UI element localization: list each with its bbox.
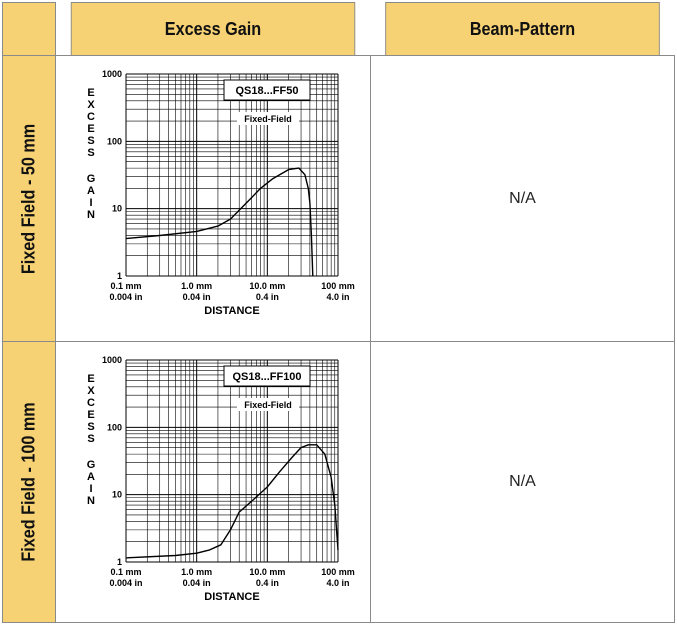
x-tick-label-in: 0.4 in	[256, 578, 279, 588]
x-tick-label-in: 0.4 in	[256, 292, 279, 302]
row-label-cell-50mm: Fixed Field - 50 mm	[2, 55, 56, 342]
x-tick-label-mm: 100 mm	[321, 281, 355, 291]
y-axis-label-letter: S	[87, 433, 94, 445]
x-tick-label-mm: 10.0 mm	[249, 281, 285, 291]
beam-pattern-cell-1: N/A	[370, 55, 675, 342]
y-axis-label-letter: C	[87, 397, 95, 409]
x-tick-label-mm: 100 mm	[321, 567, 355, 577]
y-axis-label-letter: S	[87, 147, 94, 159]
x-tick-label-mm: 0.1 mm	[110, 567, 141, 577]
y-axis-label-letter: E	[87, 409, 94, 421]
excess-gain-curve	[125, 444, 339, 559]
y-tick-label: 1	[117, 271, 122, 281]
x-tick-label-in: 4.0 in	[326, 292, 349, 302]
corner-cell	[2, 2, 56, 56]
legend-mode-label: Fixed-Field	[244, 114, 292, 124]
excess-gain-chart-cell-1: 1 10 100 1000 0.1 mm 1.0 mm 10.0 mm 100 mm 0.004…	[55, 55, 371, 342]
chart-legend: QS18...FF100 Fixed-Field	[223, 365, 311, 411]
x-tick-label-in: 0.04 in	[183, 578, 211, 588]
y-axis-label-letter: I	[89, 197, 92, 209]
y-axis-label-letter: X	[87, 385, 95, 397]
y-axis-label-letter: S	[87, 421, 94, 433]
beam-pattern-cell-2: N/A	[370, 341, 675, 623]
y-tick-label: 10	[112, 490, 122, 500]
y-axis-label-letter: N	[87, 209, 95, 221]
legend-model-box	[223, 365, 311, 387]
legend-mode-bg	[237, 398, 299, 411]
x-tick-label-mm: 0.1 mm	[110, 281, 141, 291]
legend-mode-label: Fixed-Field	[244, 400, 292, 410]
row-label-cell-100mm: Fixed Field - 100 mm	[2, 341, 56, 623]
y-axis-label-letter: A	[87, 185, 95, 197]
chart-grid	[125, 359, 339, 563]
y-axis-label-letter: I	[89, 483, 92, 495]
y-tick-label: 1000	[102, 355, 122, 365]
excess-gain-chart-cell-2: 1 10 100 1000 0.1 mm 1.0 mm 10.0 mm 100 mm 0.004…	[55, 341, 371, 623]
header-beam-pattern: Beam-Pattern	[385, 2, 660, 56]
excess-gain-chart-ff100: 1 10 100 1000 0.1 mm 1.0 mm 10.0 mm 100 mm 0.004…	[87, 355, 355, 603]
excess-gain-curve	[125, 167, 314, 277]
y-axis-label-letter: E	[87, 87, 94, 99]
y-axis-label-letter: E	[87, 123, 94, 135]
x-axis-label: DISTANCE	[204, 591, 259, 603]
x-axis-label: DISTANCE	[204, 305, 259, 317]
y-axis-label-letter: G	[87, 173, 96, 185]
y-tick-label: 1	[117, 557, 122, 567]
chart-legend: QS18...FF50 Fixed-Field	[223, 79, 311, 125]
chart-grid	[125, 73, 339, 277]
y-tick-label: 1000	[102, 69, 122, 79]
x-tick-label-in: 0.004 in	[109, 578, 142, 588]
x-tick-label-in: 0.004 in	[109, 292, 142, 302]
x-tick-label-mm: 10.0 mm	[249, 567, 285, 577]
excess-gain-chart-ff50: 1 10 100 1000 0.1 mm 1.0 mm 10.0 mm 100 mm 0.004…	[87, 69, 355, 317]
x-tick-label-mm: 1.0 mm	[181, 567, 212, 577]
y-axis-label-letter: X	[87, 99, 95, 111]
legend-mode-bg	[237, 112, 299, 125]
legend-model-box	[223, 79, 311, 101]
y-tick-label: 100	[107, 136, 122, 146]
y-tick-label: 10	[112, 204, 122, 214]
legend-model-label: QS18...FF100	[232, 371, 301, 383]
x-tick-label-in: 4.0 in	[326, 578, 349, 588]
row-label-50mm: Fixed Field - 50 mm	[18, 123, 39, 274]
x-tick-label-in: 0.04 in	[183, 292, 211, 302]
legend-model-label: QS18...FF50	[236, 85, 299, 97]
y-axis-label-letter: A	[87, 471, 95, 483]
row-label-100mm: Fixed Field - 100 mm	[18, 402, 39, 562]
y-axis-label-letter: E	[87, 373, 94, 385]
header-excess-gain: Excess Gain	[70, 2, 356, 56]
y-axis-label-letter: S	[87, 135, 94, 147]
y-axis-label-letter: C	[87, 111, 95, 123]
x-tick-label-mm: 1.0 mm	[181, 281, 212, 291]
y-axis-label-letter: G	[87, 459, 96, 471]
y-tick-label: 100	[107, 422, 122, 432]
y-axis-label-letter: N	[87, 495, 95, 507]
